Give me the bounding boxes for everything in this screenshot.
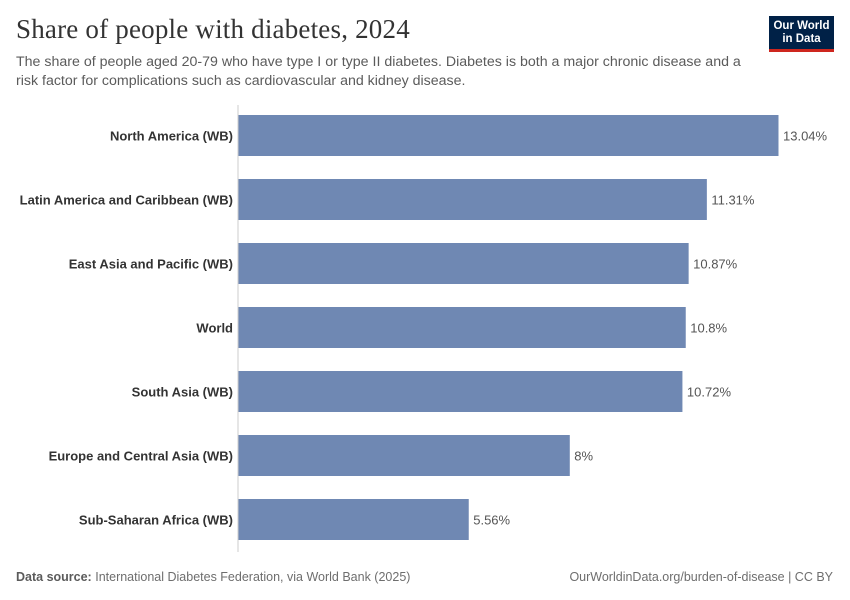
- data-source: Data source: International Diabetes Fede…: [16, 570, 410, 584]
- value-label: 5.56%: [473, 513, 510, 528]
- category-label: World: [196, 321, 233, 336]
- bar[interactable]: [238, 371, 683, 412]
- category-label: Latin America and Caribbean (WB): [20, 193, 233, 208]
- bar[interactable]: [238, 179, 707, 220]
- value-label: 8%: [574, 449, 593, 464]
- bar-chart: North America (WB) 13.04% Latin America an…: [20, 105, 828, 552]
- bar[interactable]: [238, 499, 469, 540]
- owid-logo[interactable]: Our World in Data: [769, 16, 834, 52]
- value-label: 10.72%: [687, 385, 732, 400]
- data-source-label: Data source:: [16, 570, 92, 584]
- category-label: Sub-Saharan Africa (WB): [79, 513, 233, 528]
- value-label: 10.8%: [690, 321, 727, 336]
- logo-line-2: in Data: [782, 33, 821, 45]
- value-label: 13.04%: [783, 129, 828, 144]
- category-label: North America (WB): [110, 129, 233, 144]
- bar[interactable]: [238, 435, 570, 476]
- chart-subtitle: The share of people aged 20-79 who have …: [16, 54, 741, 89]
- bar[interactable]: [238, 115, 779, 156]
- category-label: South Asia (WB): [132, 385, 233, 400]
- logo-line-1: Our World: [773, 20, 830, 32]
- category-label: Europe and Central Asia (WB): [49, 449, 233, 464]
- category-label: East Asia and Pacific (WB): [69, 257, 233, 272]
- bar[interactable]: [238, 243, 689, 284]
- footer-link[interactable]: OurWorldinData.org/burden-of-disease | C…: [569, 570, 833, 584]
- bar[interactable]: [238, 307, 686, 348]
- data-source-text: International Diabetes Federation, via W…: [95, 570, 411, 584]
- value-label: 11.31%: [711, 193, 755, 208]
- value-label: 10.87%: [693, 257, 738, 272]
- chart-title: Share of people with diabetes, 2024: [16, 14, 410, 44]
